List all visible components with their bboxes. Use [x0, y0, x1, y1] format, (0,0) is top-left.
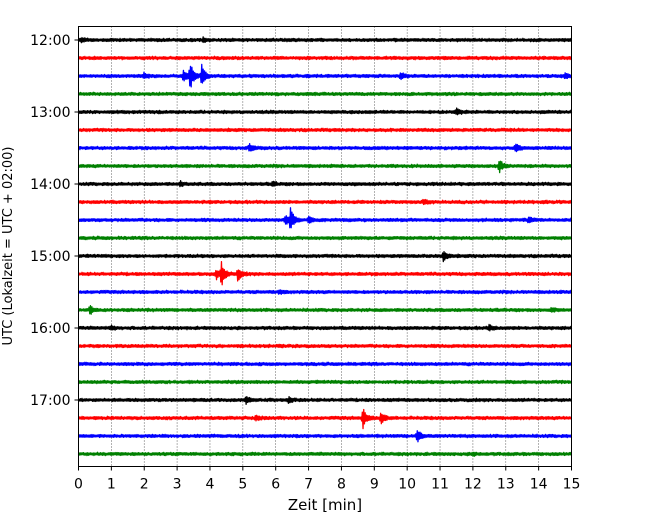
trace-1600 — [77, 323, 573, 332]
x-axis-title: Zeit [min] — [288, 496, 362, 514]
x-tick-label: 11 — [431, 477, 449, 493]
trace-1330 — [77, 143, 573, 153]
y-tick-label: 12:00 — [30, 33, 70, 49]
x-tick-label: 13 — [497, 477, 515, 493]
x-tick-label: 12 — [464, 477, 482, 493]
x-tick-label: 8 — [337, 477, 346, 493]
trace-1645 — [77, 379, 573, 385]
trace-1400 — [77, 180, 573, 188]
grid-lines — [111, 26, 539, 467]
y-tick-label: 14:00 — [30, 177, 70, 193]
x-tick-label: 3 — [173, 477, 182, 493]
x-tick-label: 6 — [271, 477, 280, 493]
x-tick-label: 10 — [398, 477, 416, 493]
trace-1245 — [77, 91, 573, 97]
plot-frame — [78, 26, 572, 467]
y-tick-label: 17:00 — [30, 393, 70, 409]
trace-1500 — [77, 251, 573, 263]
trace-1530 — [77, 289, 573, 295]
trace-1615 — [77, 343, 573, 349]
trace-1415 — [77, 198, 573, 206]
x-tick-label: 15 — [563, 477, 581, 493]
y-tick-label: 13:00 — [30, 105, 70, 121]
trace-1230 — [77, 63, 573, 88]
trace-1445 — [77, 235, 573, 241]
y-axis: 12:00 13:00 14:00 15:00 16:00 17:00 — [30, 33, 79, 409]
trace-1545 — [77, 305, 573, 315]
x-tick-label: 4 — [206, 477, 215, 493]
x-tick-label: 9 — [370, 477, 379, 493]
trace-1700 — [77, 395, 573, 406]
trace-1315 — [77, 127, 573, 133]
x-tick-label: 1 — [107, 477, 116, 493]
x-tick-label: 7 — [304, 477, 313, 493]
x-tick-label: 14 — [530, 477, 548, 493]
y-tick-label: 15:00 — [30, 249, 70, 265]
trace-1430 — [77, 207, 573, 229]
trace-1345 — [77, 160, 573, 174]
x-tick-label: 2 — [140, 477, 149, 493]
trace-1630 — [77, 361, 573, 367]
trace-1715 — [77, 408, 573, 430]
trace-1745 — [77, 451, 573, 457]
x-tick-label: 0 — [74, 477, 83, 493]
x-tick-label: 5 — [238, 477, 247, 493]
trace-1300 — [77, 107, 573, 116]
trace-1200 — [77, 36, 573, 44]
trace-1730 — [77, 430, 573, 443]
y-tick-label: 16:00 — [30, 321, 70, 337]
y-axis-title: UTC (Lokalzeit = UTC + 02:00) — [1, 147, 16, 346]
seismic-traces — [77, 36, 573, 457]
trace-1215 — [77, 55, 573, 61]
trace-1515 — [77, 260, 573, 286]
x-axis: 0 1 2 3 4 5 6 7 8 9 10 11 12 13 14 15 — [74, 466, 581, 493]
